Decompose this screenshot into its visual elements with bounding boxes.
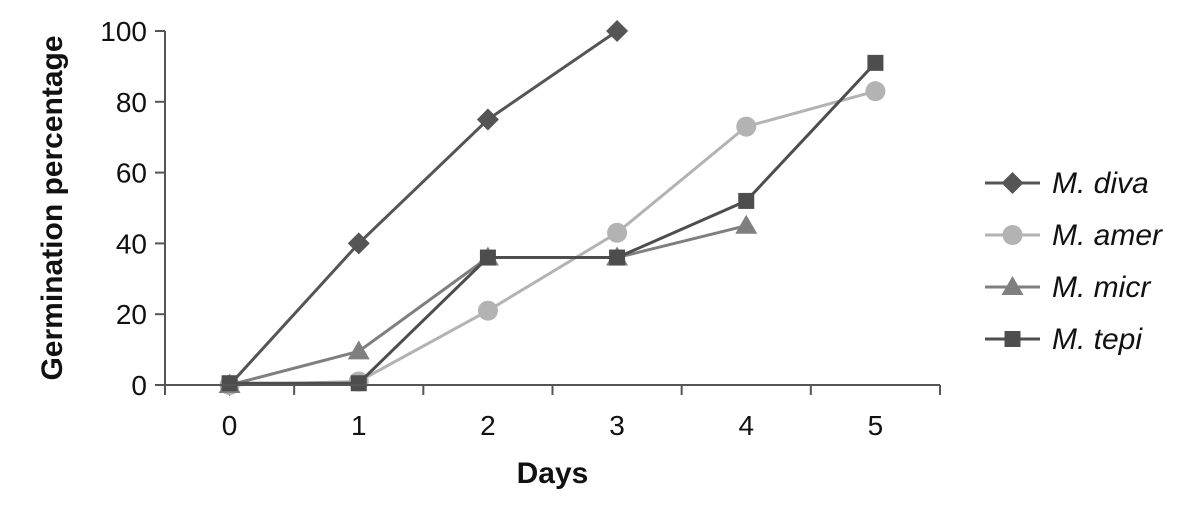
series-line-m-tepi <box>229 61 877 385</box>
plot-area <box>218 20 886 396</box>
legend-item-m-micr: M. micr <box>985 271 1151 304</box>
data-point-m-amer <box>477 300 498 321</box>
data-point-m-tepi <box>221 375 238 392</box>
series-line-m-diva <box>228 29 618 387</box>
legend-item-m-amer: M. amer <box>985 219 1163 252</box>
x-tick-label: 2 <box>480 410 496 441</box>
x-tick-label: 1 <box>351 410 367 441</box>
data-point-m-diva <box>476 108 499 131</box>
legend-label: M. amer <box>1052 219 1163 252</box>
data-point-m-diva <box>347 232 370 255</box>
y-axis-title: Germination percentage <box>36 35 69 380</box>
series-m-amer <box>219 81 886 395</box>
legend-item-m-diva: M. diva <box>985 167 1149 200</box>
series-m-diva <box>218 20 629 396</box>
series-line-m-amer <box>229 89 876 387</box>
legend: M. diva M. amer M. micr M. tepi <box>985 167 1163 356</box>
legend-label: M. micr <box>1052 271 1151 304</box>
x-tick-label: 5 <box>868 410 884 441</box>
legend-marker <box>1002 225 1023 245</box>
data-point-m-amer <box>865 81 886 102</box>
x-tick-label: 0 <box>222 410 238 441</box>
legend-marker <box>1004 331 1021 347</box>
data-point-m-amer <box>607 222 628 243</box>
data-point-m-micr <box>735 214 758 234</box>
y-tick-label: 20 <box>116 299 147 330</box>
data-point-m-diva <box>606 20 629 42</box>
y-tick-label: 40 <box>116 228 147 259</box>
data-point-m-amer <box>736 116 757 137</box>
axes: 0 20 40 60 80 100 0 1 2 3 4 5 <box>100 16 941 441</box>
y-tick-label: 0 <box>131 370 147 401</box>
legend-label: M. tepi <box>1052 323 1143 356</box>
y-tick-label: 60 <box>116 158 147 189</box>
legend-item-m-tepi: M. tepi <box>985 323 1143 356</box>
x-axis-title: Days <box>517 457 589 490</box>
legend-marker <box>1001 276 1024 295</box>
y-tick-label: 80 <box>116 87 147 118</box>
x-tick-label: 3 <box>609 410 625 441</box>
legend-marker <box>1001 172 1024 194</box>
data-point-m-tepi <box>350 375 367 392</box>
data-point-m-tepi <box>867 54 884 71</box>
data-point-m-tepi <box>609 249 626 266</box>
legend-label: M. diva <box>1052 167 1149 200</box>
data-point-m-tepi <box>738 192 755 209</box>
x-tick-label: 4 <box>738 410 754 441</box>
data-point-m-micr <box>347 340 370 360</box>
series-m-tepi <box>221 54 884 392</box>
y-tick-label: 100 <box>100 16 147 47</box>
data-point-m-tepi <box>479 249 496 266</box>
